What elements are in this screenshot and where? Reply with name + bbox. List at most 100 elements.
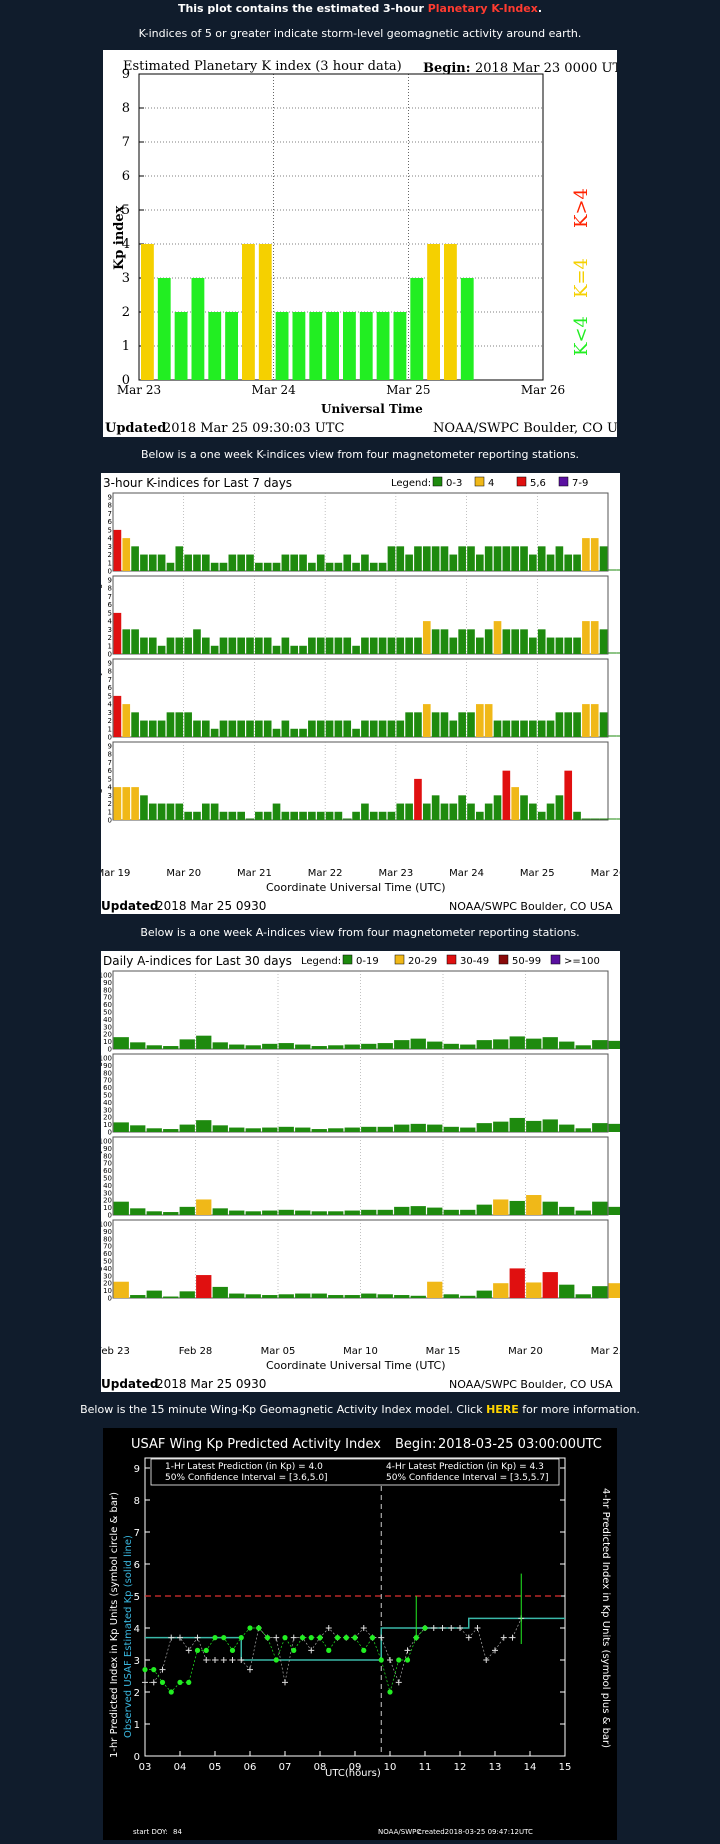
k7-bar: [219, 637, 228, 654]
wing-pred4-plus: [395, 1679, 402, 1686]
k7-bar: [573, 811, 581, 820]
wing-pred4-plus: [185, 1647, 192, 1654]
a30-bar: [394, 1206, 410, 1215]
k7-bar: [537, 811, 546, 820]
a30-legend-item: 50-99: [512, 956, 541, 967]
a30-bar: [278, 1043, 294, 1049]
a30-bar: [377, 1294, 393, 1298]
k7-x-label: Coordinate Universal Time (UTC): [266, 881, 446, 894]
k7-bar: [299, 554, 307, 571]
k7-bar: [440, 546, 449, 571]
k7-bar: [157, 720, 166, 737]
k7-bar: [520, 546, 528, 571]
k7-bar: [255, 562, 263, 571]
k7-bar: [458, 629, 466, 654]
k7-bar: [573, 637, 581, 654]
wing-pred1-circle: [194, 1647, 201, 1653]
a30-y-tick: 50: [103, 1009, 112, 1017]
k7-bar: [476, 811, 484, 820]
kp-y-tick: 1: [122, 339, 130, 354]
k7-bar: [467, 629, 475, 654]
k7-bar: [484, 629, 493, 654]
k7-bar: [281, 637, 290, 654]
k7-bar: [369, 637, 378, 654]
wing-pred1-circle: [308, 1635, 314, 1641]
k7-bar: [387, 546, 396, 571]
kp-bar: [275, 312, 289, 380]
a30-y-tick: 40: [103, 1182, 112, 1190]
k7-station-label: Est. Planetary: [101, 670, 103, 733]
wing-caption-text: Below is the 15 minute Wing-Kp Geomagnet…: [80, 1403, 487, 1416]
a30-bar: [130, 1042, 146, 1049]
k7-bar: [546, 637, 555, 654]
a30-bar: [592, 1201, 608, 1215]
k7-y-tick: 6: [108, 684, 113, 692]
wing-x-tick: 11: [419, 1762, 432, 1773]
kp-bar: [191, 278, 205, 380]
wing-y-tick: 7: [134, 1528, 140, 1539]
a30-y-tick: 100: [101, 1055, 112, 1063]
wing-more-info-link[interactable]: HERE: [486, 1403, 519, 1416]
k7-legend-swatch: [516, 476, 527, 487]
k7-bar: [325, 562, 334, 571]
k7-x-tick: Mar 23: [378, 868, 413, 879]
k7-bar: [405, 554, 413, 571]
a30-legend-swatch: [498, 954, 509, 965]
k7-bar: [290, 554, 299, 571]
kp-updated-value: 2018 Mar 25 09:30:03 UTC: [163, 421, 344, 436]
k7-bar: [237, 720, 245, 737]
k7-legend-item: 0-3: [446, 478, 462, 489]
wing-x-label: UTC(hours): [325, 1768, 381, 1779]
a30-bar: [262, 1127, 278, 1132]
a30-bar: [130, 1208, 146, 1215]
a30-bar: [542, 1119, 558, 1132]
a30-bar: [443, 1126, 459, 1132]
wing-footer-start: start DOY:: [133, 1828, 168, 1836]
a30-y-tick: 10: [103, 1038, 112, 1046]
k7-bar: [122, 704, 131, 737]
k7-bar: [529, 803, 537, 820]
k7-bar: [184, 712, 192, 737]
kp-bar: [460, 278, 474, 380]
wing-pred4-plus: [448, 1625, 455, 1631]
k7-bar: [555, 546, 564, 571]
a30-x-tick: Feb 23: [101, 1346, 130, 1357]
a30-bar: [377, 1043, 393, 1049]
a30-bar: [262, 1295, 278, 1298]
a30-legend-item: 30-49: [460, 956, 489, 967]
a30-bar: [295, 1210, 311, 1215]
wing-pred4-plus: [404, 1647, 411, 1654]
k7-bar: [529, 720, 537, 737]
a30-bar: [427, 1041, 443, 1049]
a30-bar: [410, 1295, 426, 1298]
k7-bar: [582, 538, 590, 571]
wing-pred4-plus: [220, 1657, 227, 1663]
a30-bar: [278, 1126, 294, 1132]
planetary-k-index-link[interactable]: Planetary K-Index: [427, 2, 538, 15]
k7-bar: [237, 554, 245, 571]
k7-bar: [290, 728, 299, 737]
a30-y-tick: 30: [103, 1023, 112, 1031]
k7-bar: [157, 803, 166, 820]
k7-legend-swatch: [474, 476, 485, 487]
wing-pred1-circle: [212, 1635, 218, 1641]
k7-bar: [228, 554, 237, 571]
a30-y-tick: 80: [103, 1152, 112, 1160]
k7-bar: [131, 629, 139, 654]
wing-pred1-circle: [151, 1667, 157, 1673]
k7-bar: [166, 803, 175, 820]
k7-bar: [573, 554, 581, 571]
a30-y-tick: 100: [101, 1221, 112, 1229]
a30-y-tick: 20: [103, 1114, 112, 1122]
a30-bar: [427, 1124, 443, 1132]
intro-caption-2: K-indices of 5 or greater indicate storm…: [138, 27, 582, 40]
a30-y-tick: 70: [103, 1077, 112, 1085]
k7-bar: [414, 778, 422, 820]
a30-y-tick: 100: [101, 1138, 112, 1146]
k7-bar: [458, 712, 466, 737]
k7-bar: [343, 554, 352, 571]
k7-bar: [166, 712, 175, 737]
a30-bar: [146, 1128, 162, 1132]
k7-bar: [228, 811, 237, 820]
kp-legend-lt4: K<4: [571, 316, 592, 356]
